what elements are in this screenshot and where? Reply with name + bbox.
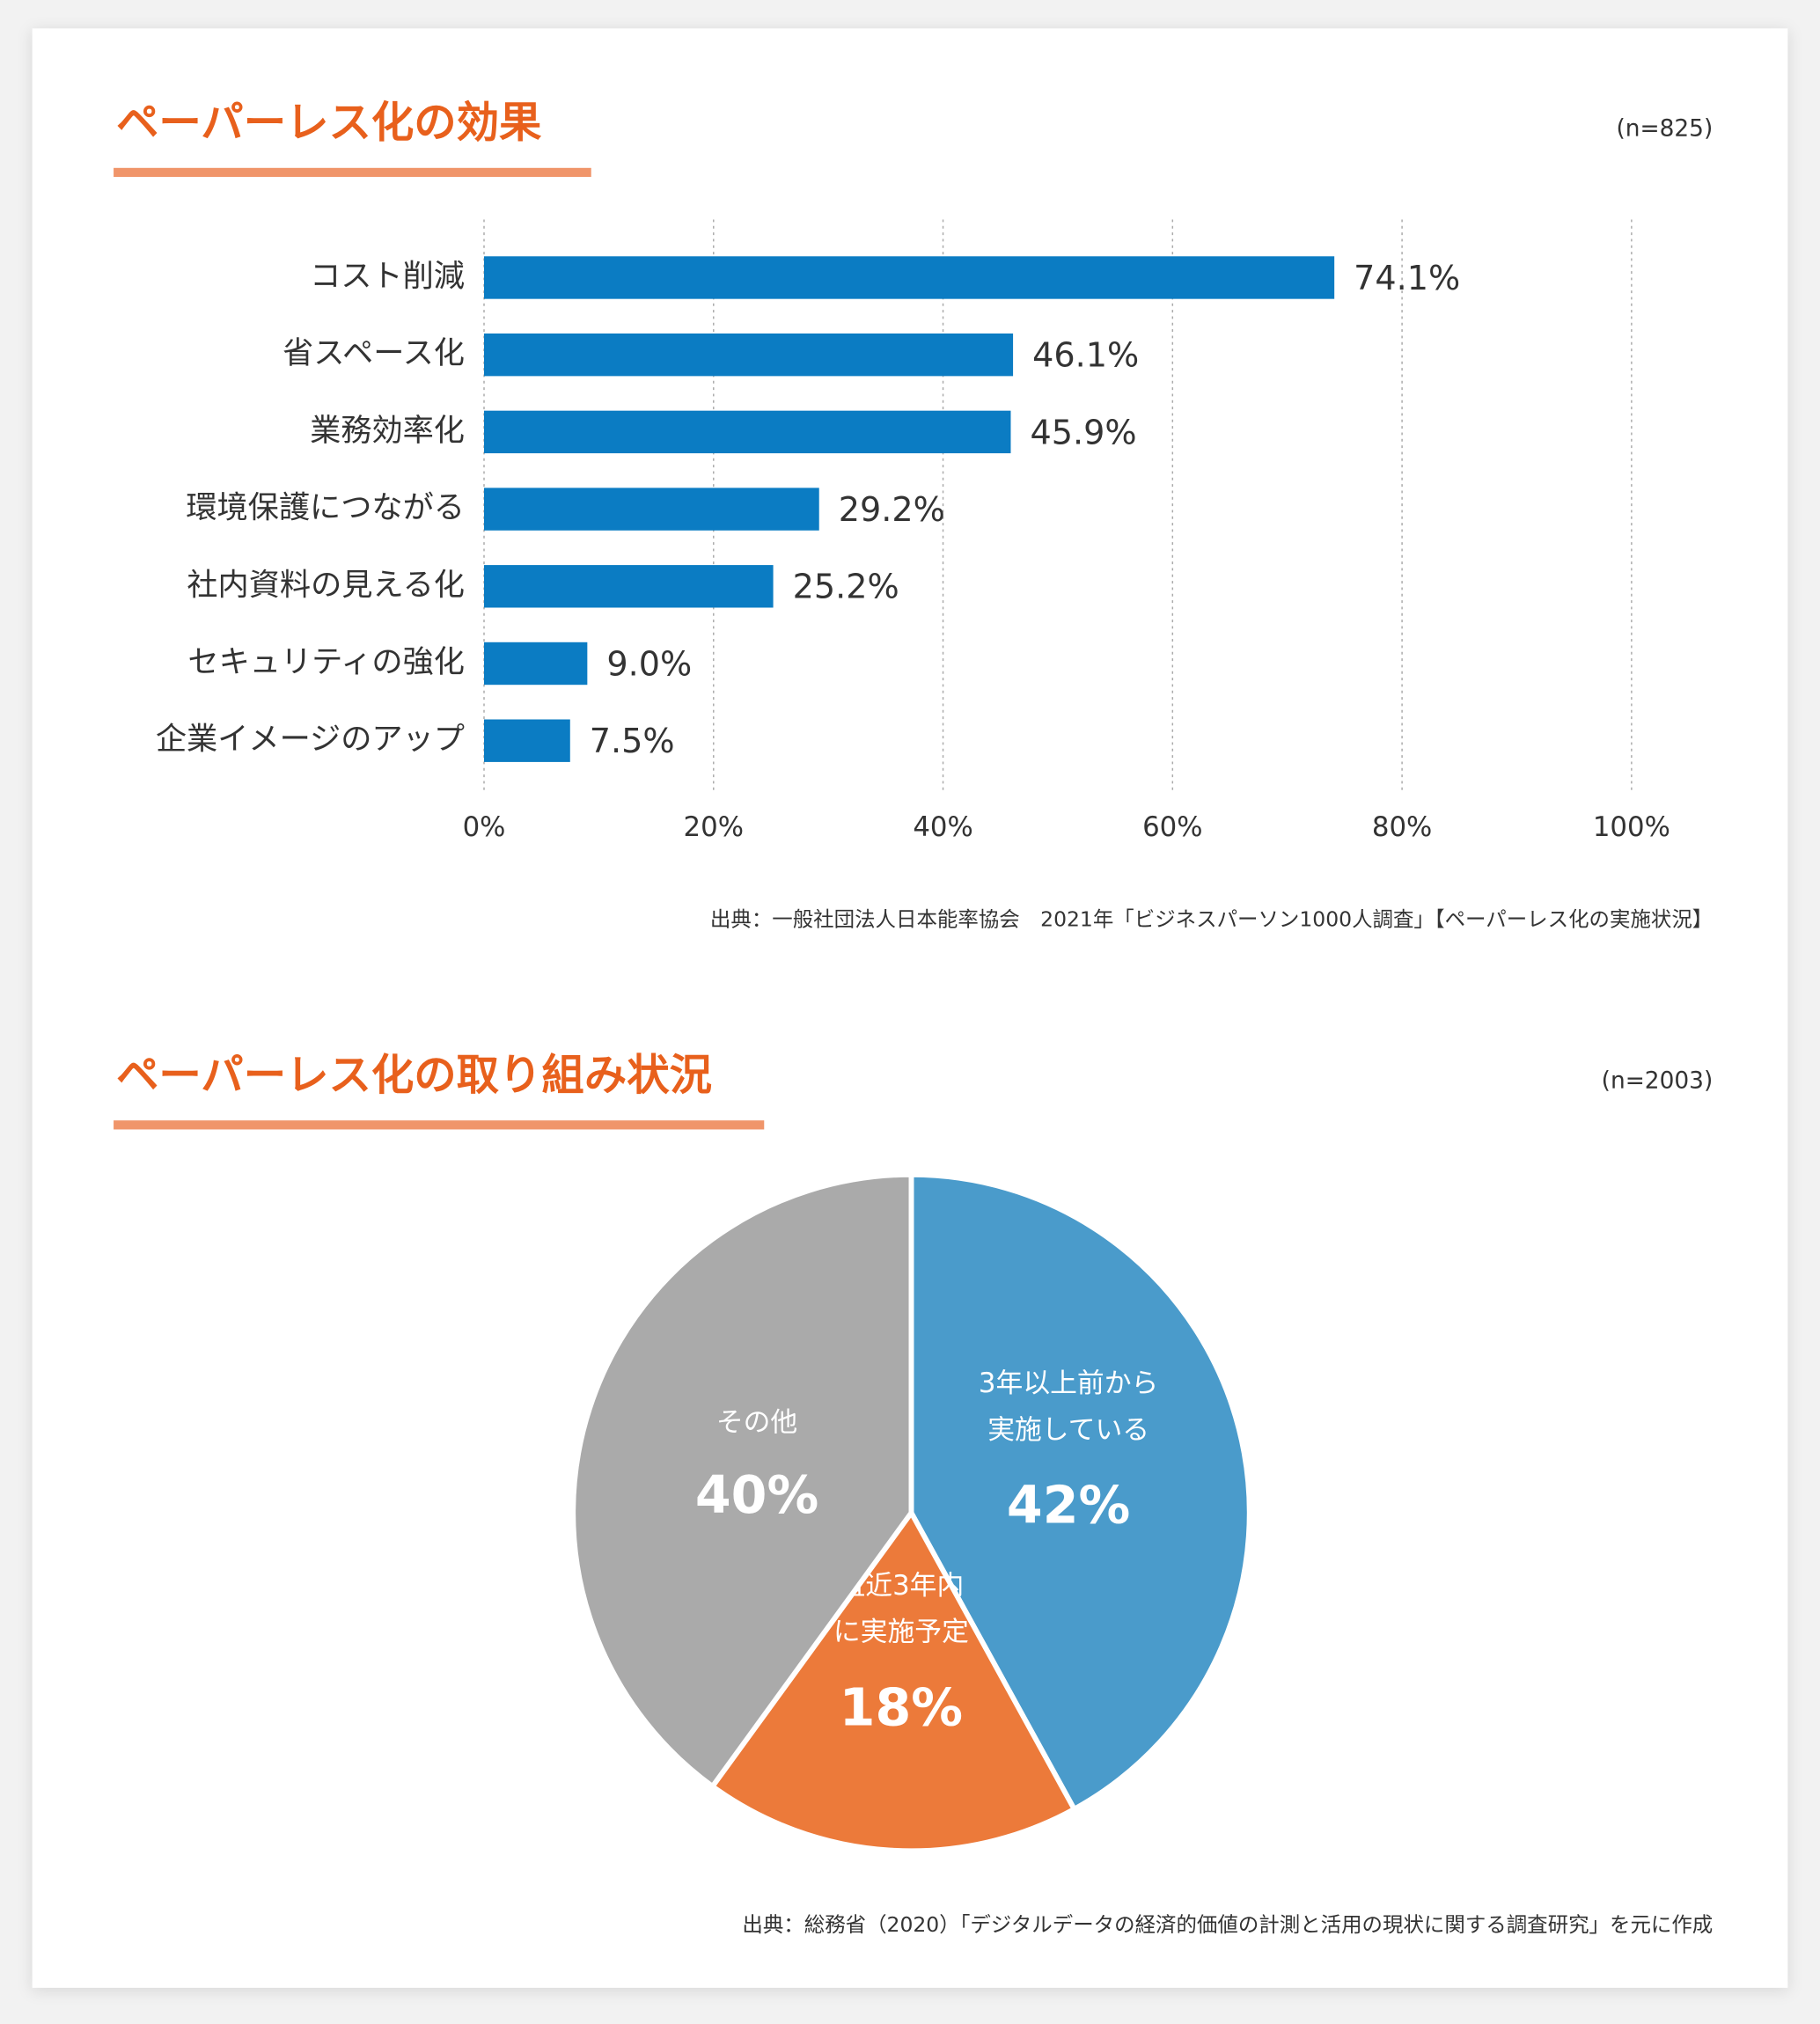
category-label: セキュリティの強化 [187, 644, 465, 680]
slice-label: 3年以上前から [979, 1368, 1158, 1399]
value-label: 25.2% [793, 568, 899, 606]
pie-slice [570, 1171, 914, 1791]
chart-title: ペーパーレス化の効果 [116, 98, 542, 147]
slice-label: に実施予定 [833, 1617, 969, 1648]
bar [484, 333, 1014, 377]
sample-size: (n=2003) [1602, 1067, 1714, 1095]
x-tick-label: 40% [913, 811, 972, 843]
x-tick-label: 60% [1142, 811, 1202, 843]
x-tick-label: 100% [1593, 811, 1670, 843]
slice-value: 18% [840, 1677, 963, 1737]
bar [484, 642, 588, 686]
value-label: 46.1% [1032, 336, 1139, 375]
value-label: 74.1% [1354, 259, 1460, 297]
slice-value: 40% [695, 1465, 818, 1525]
pie-slice [908, 1171, 1252, 1813]
x-tick-label: 0% [463, 811, 506, 843]
slice-label: その他 [716, 1407, 797, 1439]
bar [484, 719, 570, 762]
chart-title: ペーパーレス化の取り組み状況 [116, 1051, 712, 1100]
bar [484, 565, 774, 608]
value-label: 9.0% [606, 644, 692, 683]
category-label: コスト削減 [310, 258, 465, 294]
category-label: 環境保護につながる [186, 490, 465, 526]
source: 出典：総務省（2020）「デジタルデータの経済的価値の計測と活用の現状に関する調… [742, 1912, 1713, 1937]
x-tick-label: 20% [684, 811, 744, 843]
value-label: 29.2% [839, 490, 945, 529]
slice-label: 実施している [987, 1414, 1149, 1446]
category-label: 社内資料の見える化 [187, 567, 465, 603]
bar [484, 410, 1011, 454]
value-label: 7.5% [590, 722, 675, 760]
category-label: 企業イメージのアップ [156, 722, 465, 758]
category-label: 省スペース化 [283, 335, 465, 371]
slice-value: 42% [1007, 1475, 1130, 1535]
title-underline [114, 167, 591, 178]
category-label: 業務効率化 [310, 413, 465, 449]
sample-size: (n=825) [1616, 114, 1713, 142]
source: 出典：一般社団法人日本能率協会 2021年「ビジネスパーソン1000人調査」【ペ… [710, 906, 1713, 931]
x-tick-label: 80% [1372, 811, 1432, 843]
bar [484, 488, 819, 531]
value-label: 45.9% [1030, 413, 1136, 451]
title-underline [114, 1120, 765, 1130]
bar [484, 256, 1335, 299]
pie-slice [708, 1507, 1078, 1854]
